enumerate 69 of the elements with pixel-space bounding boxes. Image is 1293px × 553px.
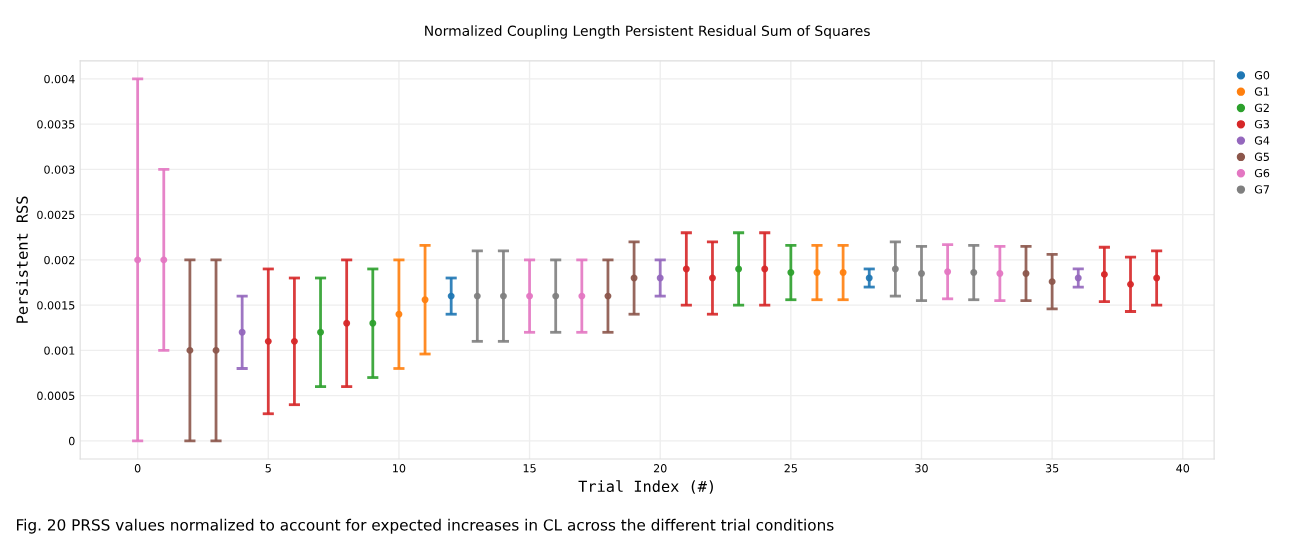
- point: [499, 292, 507, 300]
- point: [290, 337, 298, 345]
- point: [395, 310, 403, 318]
- caption: Fig. 20 PRSS values normalized to account for expected increases in CL across the different trial conditions: [17, 518, 834, 534]
- x-tick-label: 0: [134, 464, 141, 473]
- point: [813, 269, 821, 277]
- point: [578, 292, 586, 300]
- point: [865, 274, 873, 282]
- point: [735, 265, 743, 273]
- point: [369, 319, 377, 327]
- legend-label: G4: [1254, 136, 1270, 145]
- point: [160, 256, 168, 264]
- point: [918, 270, 925, 277]
- point: [839, 269, 847, 277]
- y-axis-title: Persistent RSS: [16, 196, 28, 323]
- y-tick-label: 0.003: [44, 165, 75, 174]
- y-tick-label: 0: [68, 436, 75, 446]
- point: [238, 328, 246, 336]
- y-tick-label: 0.004: [44, 74, 75, 84]
- point: [1048, 278, 1056, 286]
- point: [134, 256, 142, 264]
- x-tick-label: 40: [1176, 464, 1190, 473]
- y-tick-label: 0.0035: [37, 120, 75, 129]
- point: [604, 292, 612, 300]
- legend-label: G2: [1254, 103, 1269, 113]
- point: [1153, 274, 1161, 282]
- point: [891, 265, 899, 273]
- x-tick-label: 35: [1045, 464, 1059, 473]
- chart-title: Normalized Coupling Length Persistent Residual Sum of Squares: [425, 25, 870, 39]
- x-tick-label: 15: [523, 464, 536, 473]
- point: [421, 296, 429, 304]
- legend-label: G0: [1254, 71, 1270, 80]
- point: [317, 328, 325, 336]
- y-tick-label: 0.0015: [37, 301, 75, 310]
- point: [1074, 274, 1082, 282]
- point: [473, 292, 481, 300]
- y-tick-label: 0.0025: [37, 210, 75, 220]
- legend-label: G7: [1254, 185, 1269, 194]
- y-tick-label: 0.002: [44, 255, 75, 265]
- x-tick-label: 30: [915, 464, 928, 473]
- point: [682, 265, 690, 273]
- point: [526, 292, 534, 300]
- y-tick-label: 0.001: [44, 346, 75, 355]
- x-tick-label: 25: [784, 464, 797, 473]
- point: [186, 346, 194, 354]
- point: [552, 292, 560, 300]
- legend-label: G6: [1254, 168, 1270, 178]
- point: [761, 265, 769, 273]
- point: [264, 337, 272, 345]
- point: [447, 292, 455, 300]
- point: [212, 346, 220, 354]
- point: [1022, 270, 1030, 277]
- legend-label: G3: [1254, 119, 1270, 129]
- point: [1127, 280, 1134, 288]
- point: [787, 269, 795, 277]
- x-tick-label: 5: [265, 464, 271, 473]
- legend-label: G5: [1254, 152, 1269, 161]
- y-tick-label: 0.0005: [37, 391, 75, 401]
- x-tick-label: 10: [393, 464, 406, 473]
- point: [1100, 270, 1108, 278]
- legend-label: G1: [1254, 87, 1269, 96]
- x-tick-label: 20: [653, 464, 667, 473]
- point: [656, 274, 664, 282]
- point: [970, 269, 978, 277]
- point: [708, 274, 716, 282]
- point: [343, 319, 351, 327]
- point: [944, 268, 952, 276]
- point: [996, 270, 1004, 277]
- x-axis-title: Trial Index (#): [578, 480, 713, 494]
